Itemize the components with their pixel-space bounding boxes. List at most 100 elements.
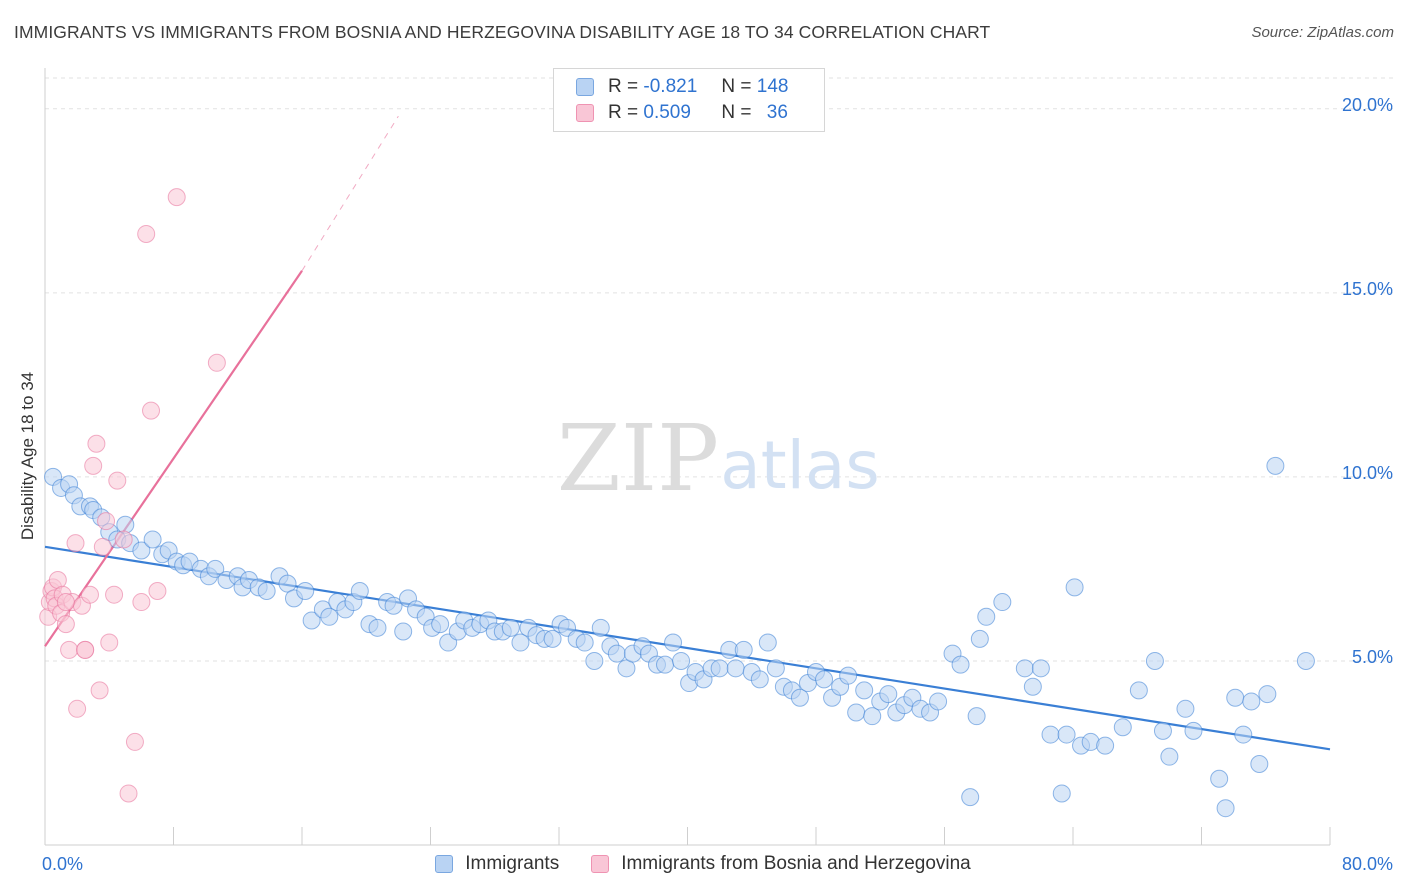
point-immigrants	[1184, 721, 1203, 740]
point-immigrants	[656, 655, 675, 674]
point-immigrants	[1052, 784, 1071, 803]
point-immigrants	[1234, 725, 1253, 744]
point-bosnia	[80, 585, 99, 604]
point-immigrants	[855, 681, 874, 700]
point-immigrants	[384, 596, 403, 615]
y-tick-label: 10.0%	[1342, 463, 1393, 483]
series-swatch-blue	[435, 855, 454, 873]
point-bosnia	[148, 582, 167, 601]
point-immigrants	[863, 707, 882, 726]
point-immigrants	[1210, 769, 1229, 788]
point-bosnia	[93, 537, 112, 556]
point-immigrants	[1065, 578, 1084, 597]
point-immigrants	[1266, 456, 1285, 475]
point-immigrants	[302, 611, 321, 630]
series-label-bosnia: Immigrants from Bosnia and Herzegovina	[621, 853, 971, 874]
point-immigrants	[501, 618, 520, 637]
legend-n-label: N =	[721, 76, 752, 97]
series-label-immigrants: Immigrants	[465, 853, 560, 874]
point-bosnia	[125, 732, 144, 751]
point-immigrants	[1031, 659, 1050, 678]
point-bosnia	[60, 640, 79, 659]
point-bosnia	[119, 784, 138, 803]
point-bosnia	[90, 681, 109, 700]
legend-swatch-pink	[576, 104, 594, 122]
point-immigrants	[1145, 651, 1164, 670]
point-bosnia	[84, 456, 103, 475]
source-label: Source: ZipAtlas.com	[1251, 24, 1394, 41]
point-immigrants	[672, 651, 691, 670]
point-bosnia	[137, 224, 156, 243]
point-immigrants	[961, 788, 980, 807]
point-immigrants	[1023, 677, 1042, 696]
point-immigrants	[951, 655, 970, 674]
point-immigrants	[710, 659, 729, 678]
point-immigrants	[1096, 736, 1115, 755]
point-immigrants	[929, 692, 948, 711]
point-bosnia	[56, 593, 75, 612]
point-immigrants	[350, 582, 369, 601]
point-immigrants	[431, 615, 450, 634]
x-tick-label: 80.0%	[1342, 854, 1393, 874]
point-immigrants	[591, 618, 610, 637]
series-legend-bosnia[interactable]: Immigrants from Bosnia and Herzegovina	[591, 853, 971, 875]
series-legend-immigrants[interactable]: Immigrants	[435, 853, 559, 875]
point-bosnia	[142, 401, 161, 420]
tick-labels: 5.0% 10.0% 15.0% 20.0% 0.0% 80.0%	[42, 95, 1393, 874]
point-immigrants	[1242, 692, 1261, 711]
point-immigrants	[394, 622, 413, 641]
point-immigrants	[1153, 721, 1172, 740]
axes	[44, 68, 1331, 846]
point-immigrants	[585, 651, 604, 670]
point-bosnia	[56, 615, 75, 634]
point-bosnia	[76, 640, 95, 659]
legend-row-immigrants: R = -0.821 N = 148	[576, 76, 788, 98]
point-immigrants	[1250, 755, 1269, 774]
point-immigrants	[296, 582, 315, 601]
point-bosnia	[108, 471, 127, 490]
point-bosnia	[167, 188, 186, 207]
y-axis-title: Disability Age 18 to 34	[18, 371, 37, 541]
stats-legend: R = -0.821 N = 148 R = 0.509 N = 36	[553, 68, 825, 132]
point-immigrants	[967, 707, 986, 726]
data-points	[39, 188, 1315, 818]
point-immigrants	[977, 607, 996, 626]
point-immigrants	[1258, 685, 1277, 704]
trend-line-bosnia	[44, 270, 303, 647]
legend-row-bosnia: R = 0.509 N = 36	[576, 102, 788, 124]
watermark-zip: ZIP	[557, 405, 719, 512]
point-immigrants	[790, 688, 809, 707]
point-immigrants	[879, 685, 898, 704]
watermark: ZIP atlas	[557, 405, 880, 512]
point-immigrants	[758, 633, 777, 652]
chart-title: IMMIGRANTS VS IMMIGRANTS FROM BOSNIA AND…	[14, 22, 991, 42]
point-immigrants	[543, 629, 562, 648]
series-legend: Immigrants Immigrants from Bosnia and He…	[0, 852, 1406, 876]
legend-n-value: 148	[756, 76, 789, 97]
point-immigrants	[1113, 718, 1132, 737]
legend-r-value: -0.821	[643, 76, 698, 97]
trend-line-bosnia-extension	[301, 115, 399, 272]
point-immigrants	[815, 670, 834, 689]
legend-r-label: R =	[608, 102, 639, 123]
point-immigrants	[607, 644, 626, 663]
point-immigrants	[1296, 651, 1315, 670]
point-immigrants	[970, 629, 989, 648]
point-bosnia	[132, 593, 151, 612]
point-immigrants	[575, 633, 594, 652]
point-bosnia	[97, 512, 116, 531]
point-immigrants	[839, 666, 858, 685]
point-immigrants	[1216, 799, 1235, 818]
legend-r-value: 0.509	[643, 102, 691, 123]
watermark-atlas: atlas	[720, 427, 880, 504]
point-immigrants	[664, 633, 683, 652]
point-immigrants	[206, 559, 225, 578]
point-immigrants	[257, 582, 276, 601]
y-tick-label: 5.0%	[1352, 647, 1393, 667]
point-immigrants	[1226, 688, 1245, 707]
point-immigrants	[1057, 725, 1076, 744]
point-immigrants	[734, 640, 753, 659]
point-bosnia	[100, 633, 119, 652]
x-tick-label: 0.0%	[42, 854, 83, 874]
